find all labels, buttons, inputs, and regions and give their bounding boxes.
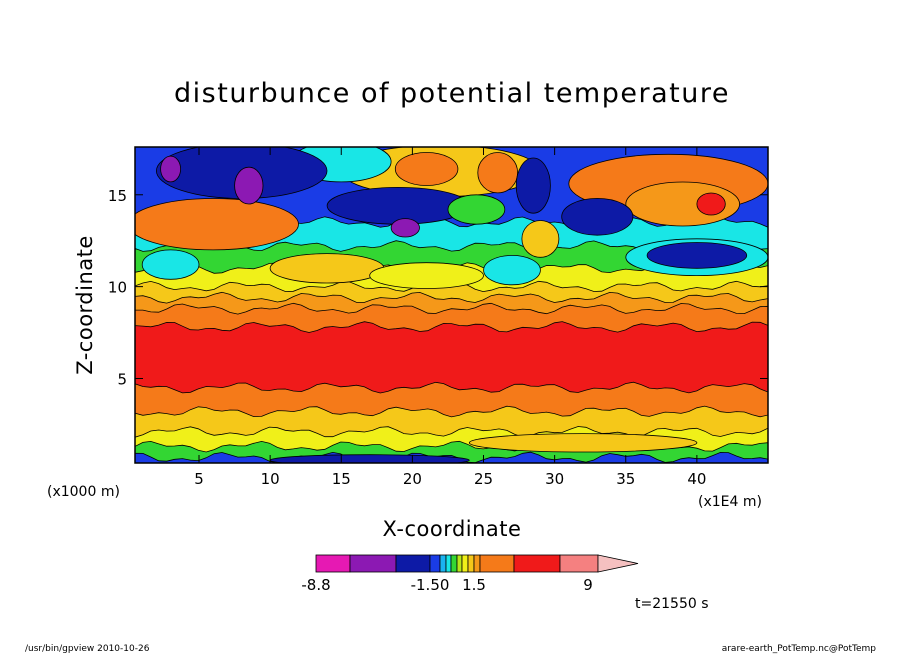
x-tick-label: 5 (194, 470, 204, 488)
time-label: t=21550 s (635, 596, 709, 612)
colorbar-arrow (597, 554, 639, 573)
colorbar-segment (450, 554, 458, 573)
colorbar-segment (513, 554, 561, 573)
contour-region (369, 262, 484, 289)
x-tick-label: 35 (616, 470, 635, 488)
colorbar (315, 554, 639, 573)
colorbar-segment (479, 554, 515, 573)
colorbar-label-min: -8.8 (301, 576, 330, 594)
x-unit-label: (x1E4 m) (698, 494, 762, 510)
colorbar-segment (315, 554, 351, 573)
contour-region (141, 249, 200, 280)
y-tick-label: 15 (108, 187, 127, 205)
y-tick-label: 10 (108, 279, 127, 297)
x-tick-label: 25 (474, 470, 493, 488)
y-unit-label: (x1000 m) (47, 484, 120, 500)
x-axis-label: X-coordinate (383, 517, 522, 541)
chart-title: disturbunce of potential temperature (174, 78, 730, 109)
colorbar-labels: -8.8 -1.50 1.5 9 (301, 576, 592, 594)
contour-region (447, 194, 506, 225)
contour-region (477, 152, 519, 194)
colorbar-segment (473, 554, 481, 573)
contour-region (646, 242, 748, 269)
colorbar-segment (456, 554, 463, 573)
contour-region (468, 433, 698, 453)
x-tick-label: 10 (261, 470, 280, 488)
footer-right: arare-earth_PotTemp.nc@PotTemp (722, 644, 877, 654)
contour-region (160, 155, 182, 183)
contour-region (696, 192, 726, 216)
contour-region (326, 187, 470, 225)
colorbar-label-neg: -1.50 (411, 576, 450, 594)
contour-region (394, 152, 459, 186)
contour-region (234, 166, 264, 205)
x-tick-label: 40 (687, 470, 706, 488)
plot-area (135, 147, 768, 463)
contour-region (390, 218, 420, 238)
x-tick-label: 15 (332, 470, 351, 488)
colorbar-segment (349, 554, 397, 573)
contour-region (135, 198, 299, 251)
contour-region (269, 253, 385, 284)
y-tick-label: 5 (117, 370, 127, 388)
colorbar-segment (439, 554, 447, 573)
y-axis: 5 10 15 (108, 187, 768, 388)
colorbar-label-max: 9 (583, 576, 593, 594)
footer-left: /usr/bin/gpview 2010-10-26 (25, 644, 150, 654)
colorbar-segment (445, 554, 452, 573)
x-tick-label: 20 (403, 470, 422, 488)
colorbar-segment (461, 554, 469, 573)
contour-region (515, 157, 551, 214)
colorbar-segment (395, 554, 431, 573)
contour-region (521, 220, 560, 258)
x-tick-label: 30 (545, 470, 564, 488)
colorbar-segment (467, 554, 475, 573)
colorbar-segment (429, 554, 441, 573)
contour-region (269, 454, 470, 463)
colorbar-segment (559, 554, 599, 573)
x-axis: 5 10 15 20 25 30 35 40 (194, 147, 706, 488)
contour-region (483, 255, 541, 286)
plot-frame (134, 146, 769, 464)
contour-region (561, 198, 634, 236)
y-axis-label: Z-coordinate (73, 235, 97, 375)
colorbar-label-pos: 1.5 (462, 576, 486, 594)
